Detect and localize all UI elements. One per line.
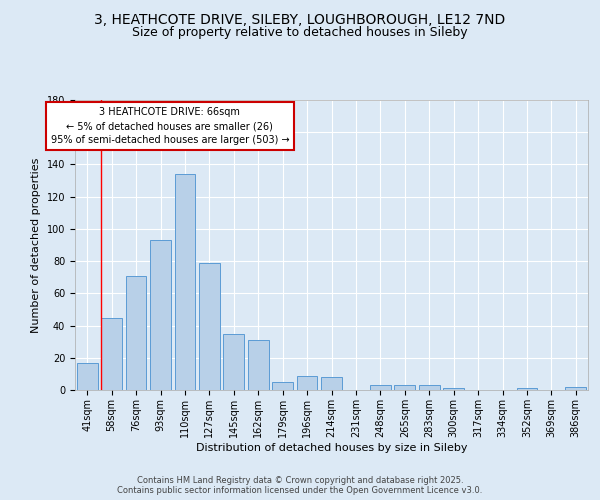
Bar <box>443 388 464 390</box>
Bar <box>394 385 415 390</box>
Bar <box>101 318 122 390</box>
Text: Size of property relative to detached houses in Sileby: Size of property relative to detached ho… <box>132 26 468 39</box>
Text: Contains public sector information licensed under the Open Government Licence v3: Contains public sector information licen… <box>118 486 482 495</box>
Bar <box>175 174 196 390</box>
Bar <box>517 388 538 390</box>
Bar <box>150 240 171 390</box>
Text: Contains HM Land Registry data © Crown copyright and database right 2025.: Contains HM Land Registry data © Crown c… <box>137 476 463 485</box>
Bar <box>125 276 146 390</box>
Text: 3 HEATHCOTE DRIVE: 66sqm
← 5% of detached houses are smaller (26)
95% of semi-de: 3 HEATHCOTE DRIVE: 66sqm ← 5% of detache… <box>50 108 289 146</box>
Bar <box>296 376 317 390</box>
Bar <box>248 340 269 390</box>
Text: 3, HEATHCOTE DRIVE, SILEBY, LOUGHBOROUGH, LE12 7ND: 3, HEATHCOTE DRIVE, SILEBY, LOUGHBOROUGH… <box>94 12 506 26</box>
Y-axis label: Number of detached properties: Number of detached properties <box>31 158 41 332</box>
X-axis label: Distribution of detached houses by size in Sileby: Distribution of detached houses by size … <box>196 442 467 452</box>
Bar <box>223 334 244 390</box>
Bar <box>565 387 586 390</box>
Bar <box>321 377 342 390</box>
Bar <box>272 382 293 390</box>
Bar <box>370 385 391 390</box>
Bar <box>77 362 98 390</box>
Bar <box>199 262 220 390</box>
Bar <box>419 385 440 390</box>
